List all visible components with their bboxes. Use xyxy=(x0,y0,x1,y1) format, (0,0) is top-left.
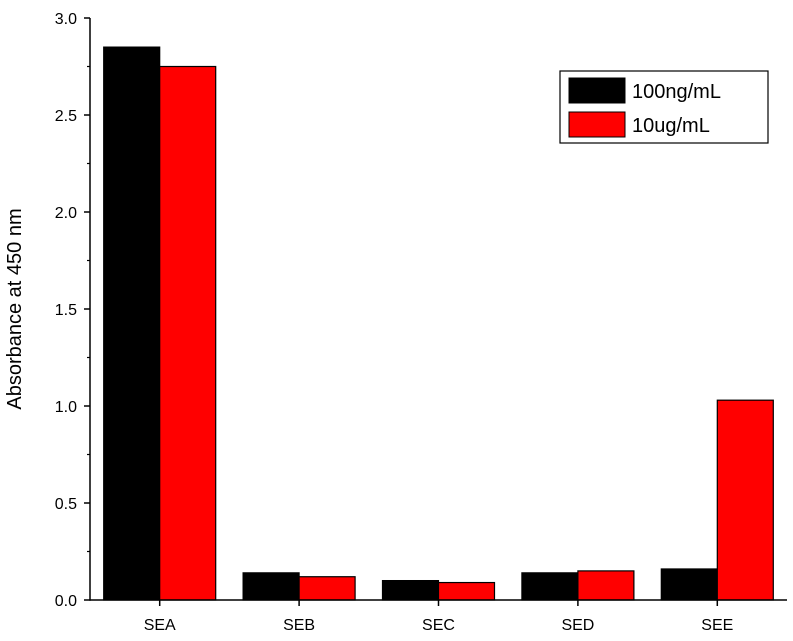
x-tick-label: SED xyxy=(561,617,594,634)
y-tick-label: 1.5 xyxy=(55,302,77,319)
y-tick-label: 1.0 xyxy=(55,399,77,416)
legend-swatch-series-1 xyxy=(568,77,626,104)
x-tick-label: SEC xyxy=(422,617,455,634)
y-tick-label: 3.0 xyxy=(55,11,77,28)
bar-sed-series-2 xyxy=(577,570,635,601)
bar-seb-series-2 xyxy=(298,576,356,601)
y-tick-label: 0.0 xyxy=(55,593,77,610)
bar-sed-series-1 xyxy=(521,572,579,601)
legend-label-series-1: 100ng/mL xyxy=(632,81,721,103)
bar-seb-series-1 xyxy=(242,572,300,601)
bar-sea-series-2 xyxy=(159,65,217,601)
bar-sea-series-1 xyxy=(103,46,161,601)
bar-see-series-1 xyxy=(660,568,718,601)
legend-swatch-series-2 xyxy=(568,111,626,138)
y-axis-title: Absorbance at 450 nm xyxy=(4,208,26,409)
x-tick-label: SEB xyxy=(283,617,315,634)
y-tick-label: 2.0 xyxy=(55,205,77,222)
legend-label-series-2: 10ug/mL xyxy=(632,115,710,137)
y-tick-label: 2.5 xyxy=(55,108,77,125)
axes: SEA SEB SEC SED SEE 0.0 0.5 1.0 1.5 2.0 2.5 3.0 xyxy=(55,11,787,634)
plot-area xyxy=(103,46,774,601)
bar-sec-series-2 xyxy=(437,581,496,601)
bar-see-series-2 xyxy=(716,399,774,601)
x-tick-label: SEE xyxy=(701,617,733,634)
y-tick-label: 0.5 xyxy=(55,496,77,513)
x-tick-label: SEA xyxy=(144,617,176,634)
bar-sec-series-1 xyxy=(381,579,440,601)
legend: 100ng/mL 10ug/mL xyxy=(559,70,769,144)
